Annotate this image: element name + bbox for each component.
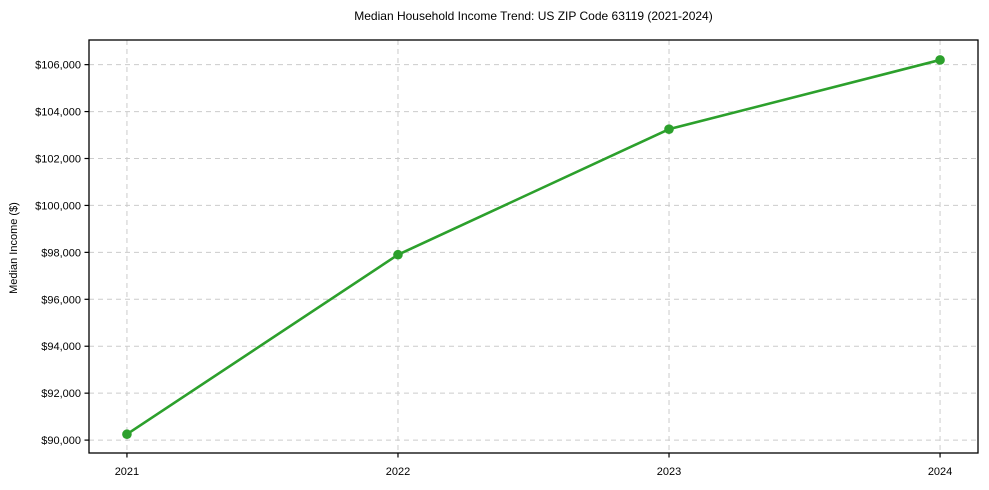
y-tick-label: $98,000 — [41, 247, 81, 259]
x-tick-label: 2024 — [928, 466, 952, 478]
y-tick-label: $96,000 — [41, 294, 81, 306]
data-markers — [122, 55, 945, 440]
data-point-2022 — [393, 249, 403, 260]
data-point-2023 — [664, 124, 674, 134]
x-tick-label: 2023 — [657, 466, 681, 478]
y-tick-label: $94,000 — [41, 341, 81, 353]
y-tick-label: $100,000 — [35, 200, 81, 212]
income-trend-line — [125, 58, 942, 436]
plot-border — [88, 39, 979, 454]
x-tick-label: 2021 — [115, 466, 139, 478]
y-tick-label: $90,000 — [41, 435, 81, 447]
chart-title: Median Household Income Trend: US ZIP Co… — [354, 9, 713, 23]
y-tick-label: $104,000 — [35, 107, 81, 119]
y-tick-label: $106,000 — [35, 60, 81, 72]
x-tick-label: 2022 — [386, 466, 410, 478]
y-tick-label: $92,000 — [41, 388, 81, 400]
data-point-2024 — [935, 55, 945, 65]
axis-ticks: $90,000 $92,000 $94,000 $96,000 $98,000 $100,… — [35, 60, 952, 478]
y-tick-label: $102,000 — [35, 154, 81, 166]
data-point-2021 — [122, 429, 132, 440]
gridlines — [89, 40, 978, 453]
